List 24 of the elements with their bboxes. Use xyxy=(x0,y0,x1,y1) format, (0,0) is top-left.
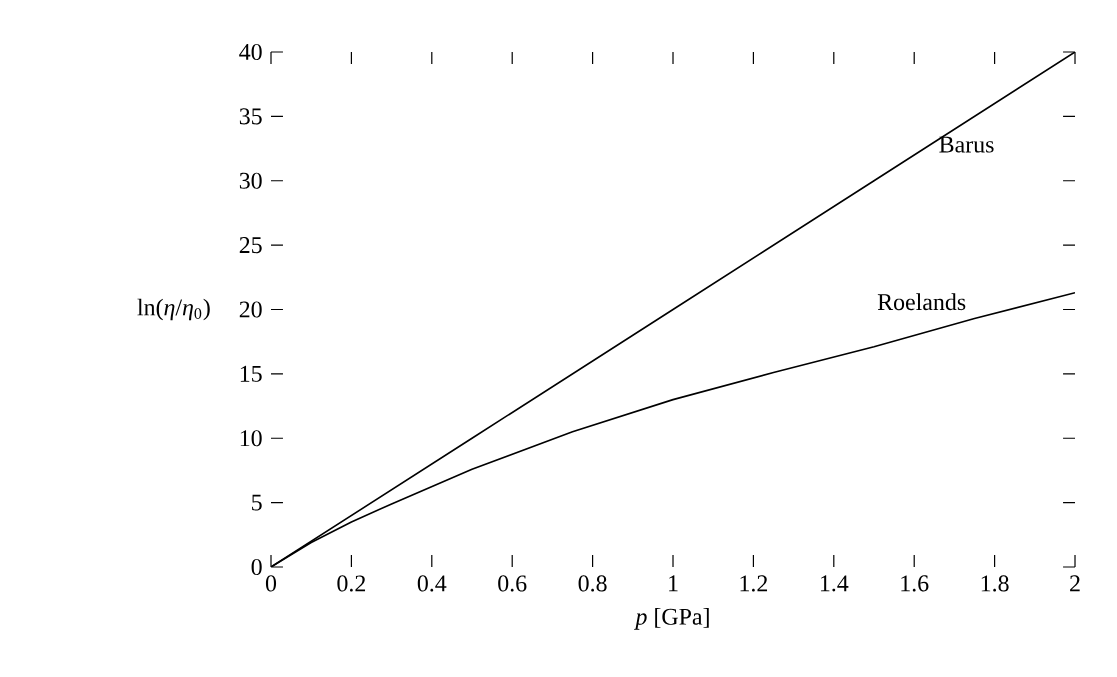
x-tick-label: 0.4 xyxy=(417,575,447,592)
x-tick-label: 1.6 xyxy=(901,575,929,592)
y-axis-title: ln(η/η$_{0}$) xyxy=(137,298,210,321)
x-tick-label: 0.8 xyxy=(578,575,607,592)
x-tick-label: 0.6 xyxy=(498,575,527,592)
y-tick-label: 10 xyxy=(240,430,262,447)
x-tick-label: 1.4 xyxy=(820,575,849,592)
x-tick-label: 2 xyxy=(1070,575,1080,592)
x-tick-label: 1.2 xyxy=(740,575,768,592)
series-label: Barus xyxy=(939,136,994,153)
y-tick-label: 20 xyxy=(239,301,262,318)
y-tick-label: 0 xyxy=(251,558,262,576)
x-tick-label: 0.2 xyxy=(337,575,366,592)
y-tick-label: 40 xyxy=(239,43,262,61)
y-tick-label: 30 xyxy=(239,172,262,189)
x-tick-label: 1 xyxy=(669,575,678,592)
x-axis-title: p [GPa] xyxy=(634,607,709,630)
x-tick-label: 1.8 xyxy=(981,575,1009,592)
y-tick-label: 15 xyxy=(240,365,262,382)
y-tick-label: 5 xyxy=(252,494,262,511)
y-tick-label: 35 xyxy=(239,108,262,125)
series-label: Roelands xyxy=(877,293,966,311)
x-tick-label: 0 xyxy=(265,575,277,592)
y-tick-label: 25 xyxy=(239,237,262,254)
